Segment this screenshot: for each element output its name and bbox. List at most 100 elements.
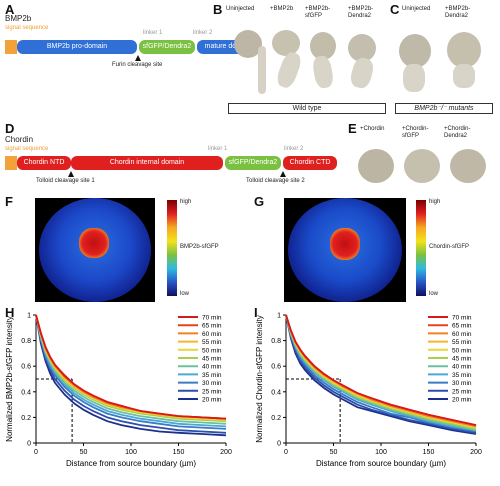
y-tick-label: 0.4 <box>271 389 281 396</box>
b-col-bmp2b-sfgfp: +BMP2b- sfGFP <box>305 6 331 19</box>
bmp2b-sfgfp-image <box>35 198 155 302</box>
y-tick-label: 0.2 <box>21 415 31 422</box>
x-tick-label: 50 <box>80 449 88 456</box>
colorbar-g <box>416 200 426 296</box>
panel-label-f: F <box>5 194 13 209</box>
chordin-embryo-images <box>352 145 492 189</box>
legend-label: 70 min <box>452 315 472 322</box>
b-col-uninjected: Uninjected <box>226 6 255 12</box>
legend-label: 45 min <box>202 356 222 363</box>
tolloid-site-2-label: Tolloid cleavage site 2 <box>246 178 305 184</box>
colorbar-f <box>167 200 177 296</box>
legend-label: 30 min <box>452 380 472 387</box>
y-tick-label: 0 <box>27 441 31 448</box>
panel-label-i: I <box>254 305 258 320</box>
legend-label: 25 min <box>202 388 222 395</box>
colorbar-f-label: BMP2b-sfGFP <box>180 244 219 250</box>
panel-label-h: H <box>5 305 15 320</box>
c-col-uninjected: Uninjected <box>402 6 431 12</box>
y-tick-label: 0.2 <box>271 415 281 422</box>
legend-label: 30 min <box>202 380 222 387</box>
protein-name-chordin: Chordin <box>5 135 34 144</box>
legend-label: 35 min <box>452 372 472 379</box>
y-tick-label: 0.8 <box>271 338 281 345</box>
series-line <box>35 314 227 421</box>
x-tick-label: 200 <box>470 449 482 456</box>
e-col-chordin-sfgfp: +Chordin- sfGFP <box>402 126 429 139</box>
linker-1-label-a: linker 1 <box>143 30 163 36</box>
colorbar-g-high: high <box>429 199 441 205</box>
bmp2b-pro-domain: BMP2b pro-domain <box>17 40 137 54</box>
chordin-internal-domain: Chordin internal domain <box>71 156 223 170</box>
series-line <box>35 314 227 437</box>
signal-sequence-block-a <box>5 40 17 54</box>
panel-label-a: A <box>5 2 15 17</box>
legend-label: 60 min <box>452 331 472 338</box>
linker-2-label-d: linker 2 <box>284 146 304 152</box>
series-line <box>35 314 227 430</box>
y-axis-label: Normalized BMP2b-sfGFP intensity <box>5 316 14 442</box>
c-col-bmp2b-dendra2: +BMP2b- Dendra2 <box>445 6 471 19</box>
chart-i: 0 50 100 150 200 0 0.2 0.4 0.6 0.8 1 Distance from … <box>255 313 482 469</box>
legend-label: 50 min <box>202 347 222 354</box>
tolloid-site-1-arrow-icon <box>68 171 74 177</box>
colorbar-g-low: low <box>429 291 439 297</box>
signal-sequence-block-d <box>5 156 17 170</box>
y-tick-label: 0 <box>277 441 281 448</box>
e-col-chordin: +Chordin <box>360 126 385 132</box>
chart-h: 0 50 100 150 200 0 0.2 0.4 0.6 0.8 1 Distance from … <box>5 313 232 469</box>
series-line <box>35 314 227 434</box>
wild-type-caption: Wild type <box>228 103 386 114</box>
panel-label-e: E <box>348 121 357 136</box>
legend-label: 65 min <box>452 323 472 330</box>
y-tick-label: 0.4 <box>21 389 31 396</box>
legend-label: 40 min <box>452 364 472 371</box>
mutants-caption: BMP2b⁻/⁻ mutants <box>395 103 493 114</box>
linker-2-label-a: linker 2 <box>193 30 213 36</box>
y-tick-label: 0.6 <box>271 364 281 371</box>
mutant-embryo-images <box>393 26 493 98</box>
legend-label: 60 min <box>202 331 222 338</box>
legend-label: 45 min <box>452 356 472 363</box>
x-tick-label: 200 <box>220 449 232 456</box>
x-tick-label: 150 <box>423 449 435 456</box>
x-tick-label: 100 <box>125 449 137 456</box>
legend-label: 35 min <box>202 372 222 379</box>
legend-label: 65 min <box>202 323 222 330</box>
y-tick-label: 0.6 <box>21 364 31 371</box>
b-col-bmp2b: +BMP2b <box>270 6 294 12</box>
x-axis-label: Distance from source boundary (µm) <box>316 459 446 468</box>
signal-sequence-label-d: signal sequence <box>5 146 49 152</box>
e-col-chordin-dendra2: +Chordin- Dendra2 <box>444 126 471 139</box>
colorbar-f-high: high <box>180 199 192 205</box>
linker-1-label-d: linker 1 <box>208 146 228 152</box>
series-line <box>35 314 227 423</box>
furin-site-arrow-icon <box>135 55 141 61</box>
series-line <box>285 314 477 434</box>
legend-label: 20 min <box>452 397 472 404</box>
panel-label-b: B <box>213 2 223 17</box>
panel-label-c: C <box>390 2 400 17</box>
x-tick-label: 150 <box>173 449 185 456</box>
y-axis-label: Normalized Chordin-sfGFP intensity <box>255 315 264 442</box>
chordin-sfgfp-image <box>284 198 406 302</box>
panel-label-g: G <box>254 194 265 209</box>
sfgfp-dendra2-domain-d: sfGFP/Dendra2 <box>225 156 281 170</box>
tolloid-site-1-label: Tolloid cleavage site 1 <box>36 178 95 184</box>
y-tick-label: 0.8 <box>21 338 31 345</box>
legend-label: 70 min <box>202 315 222 322</box>
furin-cleavage-label: Furin cleavage site <box>112 62 163 68</box>
b-col-bmp2b-dendra2: +BMP2b- Dendra2 <box>348 6 374 19</box>
series-line <box>285 314 477 426</box>
colorbar-g-label: Chordin-sfGFP <box>429 244 470 250</box>
series-line <box>35 314 227 425</box>
chordin-ntd: Chordin NTD <box>17 156 71 170</box>
sfgfp-dendra2-domain-a: sfGFP/Dendra2 <box>139 40 195 54</box>
legend-label: 20 min <box>202 397 222 404</box>
legend-label: 55 min <box>202 339 222 346</box>
tolloid-site-2-arrow-icon <box>280 171 286 177</box>
panel-label-d: D <box>5 121 15 136</box>
x-tick-label: 0 <box>284 449 288 456</box>
series-line <box>35 314 227 420</box>
legend-label: 55 min <box>452 339 472 346</box>
